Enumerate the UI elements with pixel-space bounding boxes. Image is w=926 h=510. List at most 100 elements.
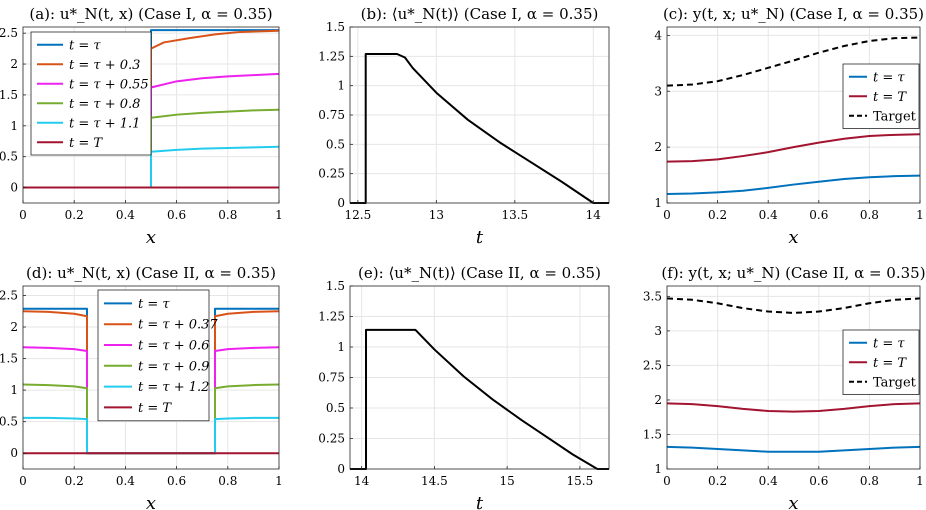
y-tick-label: 2.5 bbox=[0, 26, 18, 40]
y-tick-label: 1 bbox=[337, 340, 345, 354]
x-tick-label: 0.8 bbox=[860, 474, 879, 488]
chart-panel-1: 0 0.2 0.4 0.6 0.8 1 0 0.5 1 1.5 2 2.5 (a): u*_N(t, x… bbox=[0, 5, 283, 248]
x-tick-label: 0.2 bbox=[65, 474, 84, 488]
x-tick-label: 12.5 bbox=[344, 208, 371, 222]
x-axis-label: x bbox=[146, 227, 156, 248]
y-tick-label: 1.5 bbox=[326, 279, 345, 293]
x-tick-label: 0.2 bbox=[708, 474, 727, 488]
x-tick-label: 15.5 bbox=[567, 474, 594, 488]
y-tick-label: 1.5 bbox=[0, 88, 18, 102]
x-tick-label: 14 bbox=[586, 208, 602, 222]
x-tick-label: 0.6 bbox=[809, 208, 828, 222]
y-tick-label: 0 bbox=[337, 196, 345, 210]
y-tick-label: 0 bbox=[10, 181, 18, 195]
y-tick-label: 2.5 bbox=[643, 358, 662, 372]
y-tick-label: 2.5 bbox=[0, 288, 18, 302]
y-tick-label: 3.5 bbox=[643, 289, 662, 303]
x-tick-label: 0 bbox=[663, 474, 671, 488]
x-tick-label: 1 bbox=[916, 208, 924, 222]
chart-panel-5: 14 14.5 15 15.5 0 0.25 0.5 0.75 1 1.25 1.5 (e): ⟨u*… bbox=[318, 264, 610, 510]
y-tick-label: 0.25 bbox=[318, 167, 345, 181]
series-line-average bbox=[350, 328, 609, 470]
legend: t = τ t = T Target bbox=[842, 63, 920, 129]
y-tick-label: 2 bbox=[10, 57, 18, 71]
y-tick-label: 2 bbox=[654, 393, 662, 407]
legend: t = τ t = T Target bbox=[842, 329, 920, 395]
y-tick-label: 1 bbox=[654, 196, 662, 210]
chart-panel-3: 0 0.2 0.4 0.6 0.8 1 1 2 3 4(c): y(t, x; u*_N) (Ca… bbox=[654, 5, 924, 248]
y-tick-label: 1.25 bbox=[318, 310, 345, 324]
y-tick-label: 0.75 bbox=[318, 371, 345, 385]
y-tick-label: 0 bbox=[337, 462, 345, 476]
x-tick-label: 0.8 bbox=[218, 208, 237, 222]
chart-title: (a): u*_N(t, x) (Case I, α = 0.35) bbox=[29, 5, 272, 23]
legend-label: t = τ bbox=[69, 38, 101, 53]
x-axis-label: t bbox=[476, 227, 484, 248]
x-tick-label: 1 bbox=[916, 474, 924, 488]
legend-label: t = τ + 1.1 bbox=[69, 116, 140, 131]
y-tick-label: 1.5 bbox=[643, 427, 662, 441]
legend-box bbox=[97, 289, 210, 422]
legend-label: t = τ + 0.37 bbox=[138, 318, 218, 333]
y-tick-label: 1.5 bbox=[326, 20, 345, 34]
x-tick-label: 0.4 bbox=[759, 474, 778, 488]
y-tick-label: 0.5 bbox=[326, 401, 345, 415]
legend-label: Target bbox=[873, 375, 917, 390]
legend-label: t = τ bbox=[873, 336, 905, 351]
x-tick-label: 14 bbox=[354, 474, 370, 488]
series-line-t-t bbox=[666, 133, 921, 163]
y-tick-label: 0.25 bbox=[318, 432, 345, 446]
x-tick-label: 0.2 bbox=[708, 208, 727, 222]
chart-title: (f): y(t, x; u*_N) (Case II, α = 0.35) bbox=[661, 264, 925, 282]
x-tick-label: 0 bbox=[19, 208, 27, 222]
series-line-t-t bbox=[666, 402, 921, 413]
legend-label: Target bbox=[873, 109, 917, 124]
legend-label: t = τ + 1.2 bbox=[138, 380, 209, 395]
x-tick-label: 0.6 bbox=[167, 208, 186, 222]
x-tick-label: 0.8 bbox=[860, 208, 879, 222]
x-tick-label: 13.5 bbox=[501, 208, 528, 222]
y-tick-label: 2 bbox=[10, 320, 18, 334]
chart-panel-4: 0 0.2 0.4 0.6 0.8 1 0 0.5 1 1.5 2 2.5 (d): u*_N(t, x… bbox=[0, 264, 283, 510]
legend-label: t = T bbox=[873, 356, 907, 371]
y-tick-label: 3 bbox=[654, 84, 662, 98]
y-tick-label: 1 bbox=[10, 119, 18, 133]
legend-label: t = τ + 0.8 bbox=[69, 97, 140, 112]
x-tick-label: 0.4 bbox=[116, 208, 135, 222]
x-tick-label: 1 bbox=[275, 208, 283, 222]
chart-title: (b): ⟨u*_N(t)⟩ (Case I, α = 0.35) bbox=[361, 5, 599, 23]
chart-title: (c): y(t, x; u*_N) (Case I, α = 0.35) bbox=[663, 5, 924, 23]
x-tick-label: 0.8 bbox=[218, 474, 237, 488]
legend-label: t = T bbox=[69, 136, 103, 151]
y-tick-label: 1 bbox=[654, 462, 662, 476]
x-axis-label: t bbox=[476, 493, 484, 510]
legend-label: t = τ + 0.6 bbox=[138, 339, 209, 354]
legend-label: t = τ + 0.9 bbox=[138, 359, 209, 374]
x-tick-label: 0.2 bbox=[65, 208, 84, 222]
x-tick-label: 0 bbox=[19, 474, 27, 488]
y-tick-label: 1.25 bbox=[318, 49, 345, 63]
y-tick-label: 0 bbox=[10, 446, 18, 460]
y-tick-label: 1.5 bbox=[0, 352, 18, 366]
x-tick-label: 0.4 bbox=[759, 208, 778, 222]
legend-label: t = τ bbox=[873, 70, 905, 85]
x-axis-label: x bbox=[788, 493, 798, 510]
chart-panel-6: 0 0.2 0.4 0.6 0.8 1 1 1.5 2 2.5 3 3.5 (f): y(t, x; u… bbox=[643, 264, 926, 510]
x-tick-label: 14.5 bbox=[421, 474, 448, 488]
legend-label: t = τ + 0.3 bbox=[69, 58, 140, 73]
axes-box bbox=[666, 26, 921, 204]
series-line-t-1-1 bbox=[23, 145, 280, 189]
y-tick-label: 1 bbox=[10, 383, 18, 397]
y-tick-label: 4 bbox=[654, 28, 662, 42]
legend-label: t = T bbox=[873, 90, 907, 105]
legend-label: t = τ bbox=[138, 297, 170, 312]
axes-box bbox=[666, 285, 921, 470]
x-axis-label: x bbox=[788, 227, 798, 248]
x-axis-label: x bbox=[146, 493, 156, 510]
series-line-target bbox=[666, 297, 921, 314]
y-tick-label: 0.75 bbox=[318, 108, 345, 122]
legend-label: t = τ + 0.55 bbox=[69, 77, 149, 92]
chart-panel-2: 12.5 13 13.5 14 0 0.25 0.5 0.75 1 1.25 1.5 (b): ⟨u*… bbox=[318, 5, 610, 248]
y-tick-label: 0.5 bbox=[326, 137, 345, 151]
